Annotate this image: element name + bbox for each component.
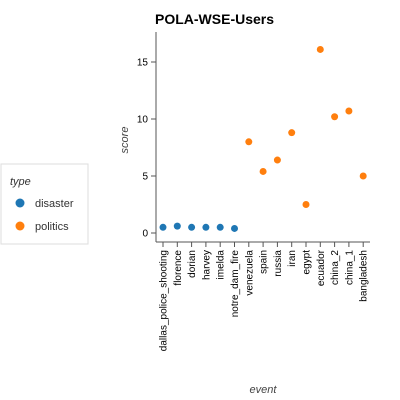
point-disaster-florence: [173, 222, 181, 230]
x-tick-label-iran: iran: [287, 250, 298, 267]
x-tick-label-harvey: harvey: [201, 250, 212, 280]
legend-marker-disaster: [15, 198, 25, 208]
x-tick-label-dorian: dorian: [187, 250, 198, 278]
x-tick-label-spain: spain: [259, 250, 270, 274]
point-politics-bangladesh: [359, 172, 367, 180]
y-axis-ticks: 0 5 10 15: [137, 58, 156, 240]
x-tick-label-venezuela: venezuela: [244, 250, 255, 296]
legend-title: type: [10, 176, 31, 188]
x-tick-label-notre_dam_fire: notre_dam_fire: [230, 250, 241, 318]
point-politics-ecuador: [316, 45, 324, 53]
point-disaster-harvey: [202, 223, 210, 231]
x-tick-label-russia: russia: [273, 250, 284, 277]
legend-marker-politics: [15, 221, 25, 231]
x-tick-label-imelda: imelda: [216, 250, 227, 280]
x-tick-label-egypt: egypt: [302, 250, 313, 275]
x-axis-ticks: dallas_police_shooting florence dorian harv…: [159, 242, 370, 351]
point-disaster-imelda: [216, 223, 224, 231]
data-points: [159, 45, 367, 232]
x-tick-label-china_1: china_1: [344, 250, 355, 285]
point-disaster-dallas_police_shooting: [159, 223, 167, 231]
x-tick-label-china_2: china_2: [330, 250, 341, 285]
plot-area: 0 5 10 15 dallas_police_shooting florence dor…: [137, 32, 370, 351]
legend-box: [0, 163, 89, 245]
point-disaster-dorian: [188, 223, 196, 231]
y-tick-label: 5: [142, 172, 148, 183]
x-tick-label-florence: florence: [173, 250, 184, 286]
x-tick-label-dallas_police_shooting: dallas_police_shooting: [159, 250, 170, 351]
x-axis-title: event: [250, 384, 278, 396]
point-politics-china_2: [331, 113, 339, 121]
legend: type disaster politics: [0, 163, 89, 245]
y-tick-label: 10: [137, 115, 149, 126]
point-politics-venezuela: [245, 138, 253, 146]
x-tick-label-bangladesh: bangladesh: [359, 250, 370, 302]
y-tick-label: 15: [137, 58, 149, 69]
point-politics-spain: [259, 167, 267, 175]
point-disaster-notre_dam_fire: [231, 224, 238, 232]
y-tick-label: 0: [142, 229, 148, 240]
x-tick-label-ecuador: ecuador: [316, 249, 327, 286]
point-politics-egypt: [302, 201, 310, 208]
legend-label-politics: politics: [35, 221, 69, 233]
point-politics-iran: [288, 129, 296, 137]
point-politics-russia: [273, 156, 281, 164]
chart-title: POLA-WSE-Users: [155, 11, 274, 27]
legend-label-disaster: disaster: [35, 198, 74, 210]
point-politics-china_1: [345, 107, 353, 115]
y-axis-title: score: [119, 127, 131, 154]
